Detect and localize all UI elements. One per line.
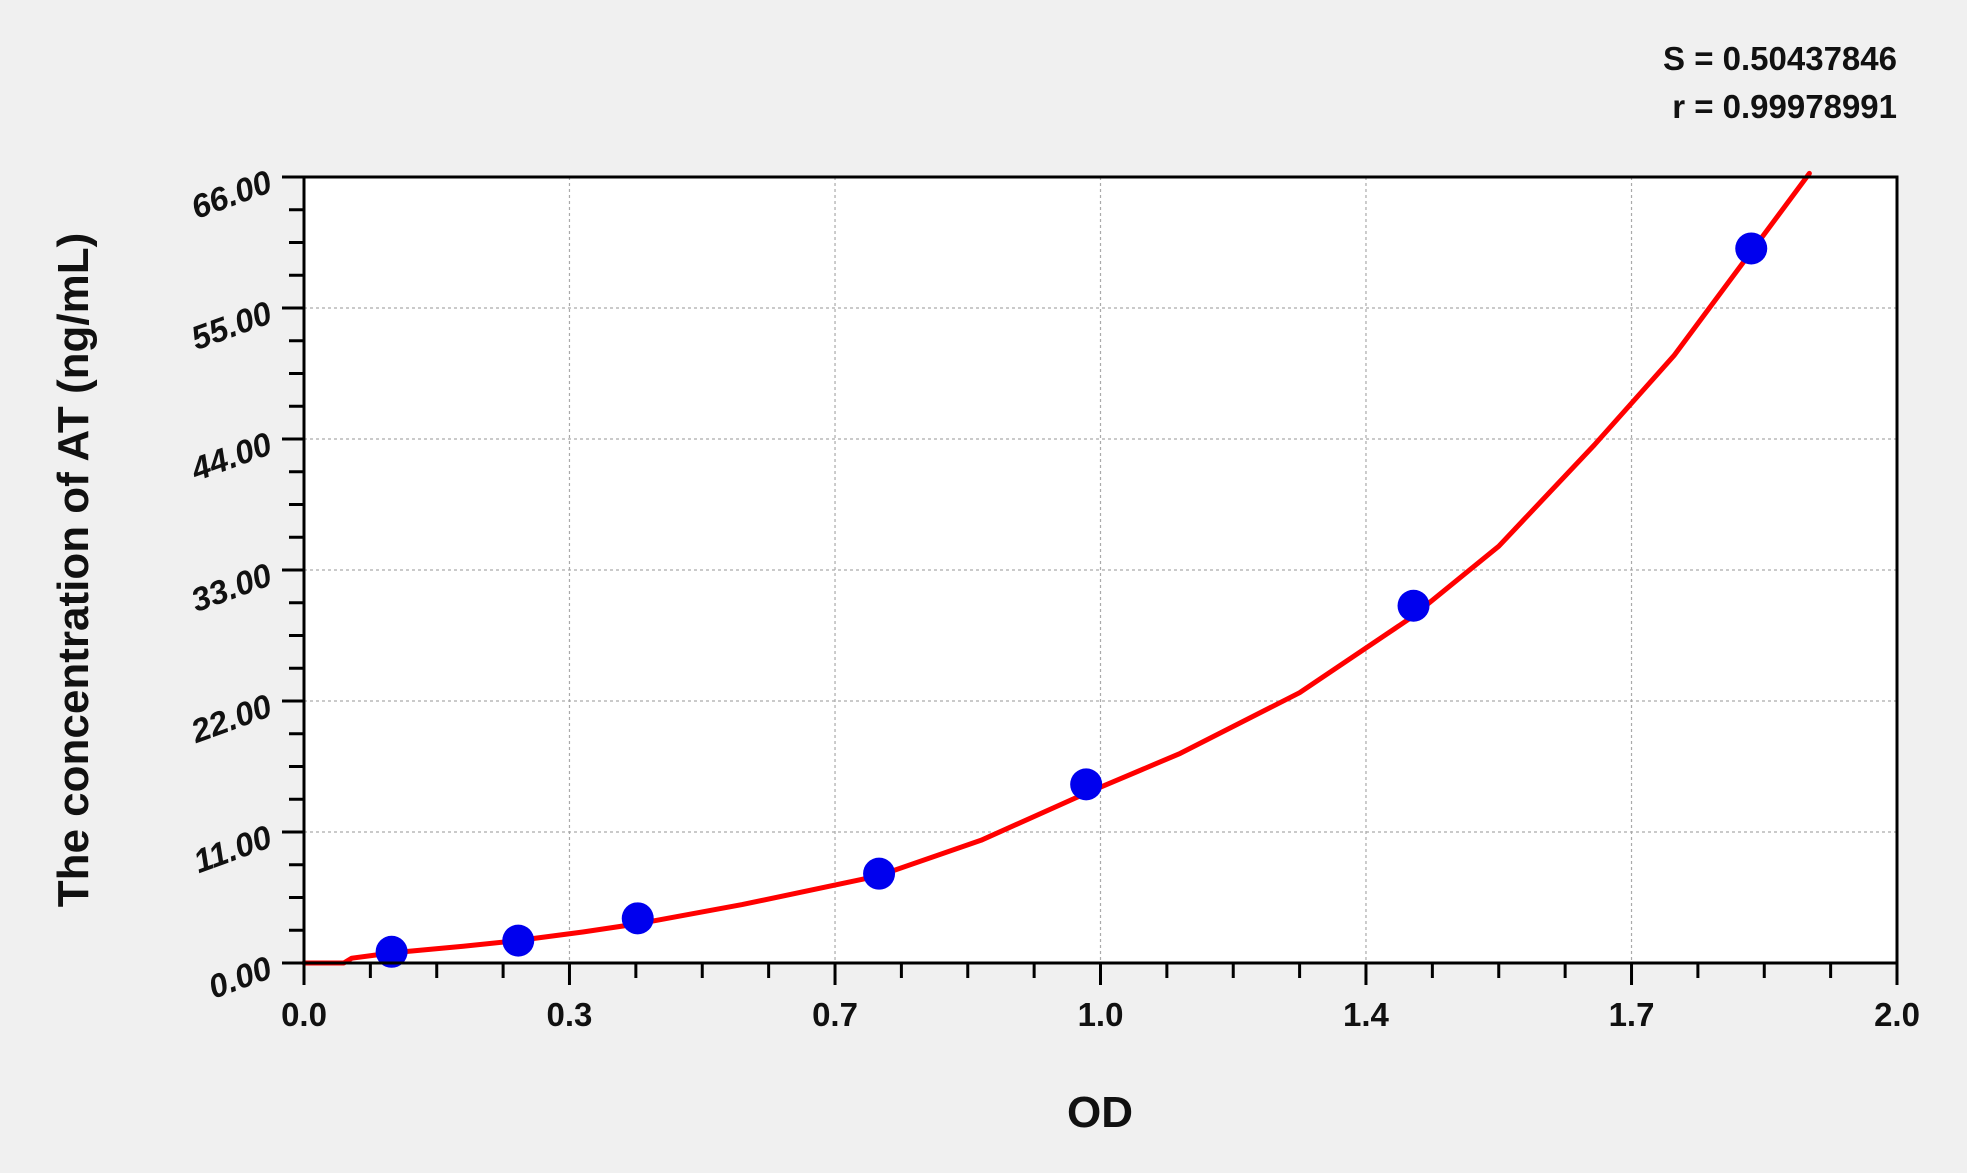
x-tick-labels: 0.0 0.3 0.7 1.0 1.4 1.7 2.0 — [281, 996, 1920, 1033]
x-tick-label: 1.7 — [1609, 996, 1655, 1033]
y-tick-labels: 0.00 11.00 22.00 33.00 44.00 55.00 66.00 — [185, 163, 277, 1006]
grid — [304, 177, 1897, 963]
x-tick-label: 1.0 — [1078, 996, 1124, 1033]
y-tick-label: 33.00 — [186, 556, 277, 619]
x-tick-label: 0.7 — [812, 996, 858, 1033]
data-points-layer — [375, 232, 1768, 968]
r-value-annotation: r = 0.99978991 — [1672, 88, 1897, 125]
x-tick-label: 0.0 — [281, 996, 327, 1033]
y-tick-label: 0.00 — [203, 949, 277, 1006]
x-tick-label: 2.0 — [1874, 996, 1920, 1033]
data-point — [502, 924, 535, 957]
s-value-annotation: S = 0.50437846 — [1663, 40, 1897, 77]
data-point — [375, 935, 408, 968]
data-point — [1070, 768, 1103, 801]
x-tick-label: 0.3 — [547, 996, 593, 1033]
data-point — [621, 902, 654, 935]
axis-ticks — [282, 175, 1899, 985]
y-tick-label: 55.00 — [186, 294, 277, 357]
x-tick-label: 1.4 — [1343, 996, 1390, 1033]
y-tick-label: 44.00 — [185, 425, 277, 489]
y-tick-label: 11.00 — [188, 818, 277, 880]
data-point — [863, 857, 896, 890]
x-axis-title: OD — [1067, 1088, 1133, 1137]
data-point — [1735, 232, 1768, 265]
y-tick-label: 66.00 — [186, 163, 277, 226]
data-point — [1397, 589, 1430, 622]
y-tick-label: 22.00 — [185, 687, 277, 751]
y-axis-title: The concentration of AT (ng/mL) — [49, 233, 98, 908]
